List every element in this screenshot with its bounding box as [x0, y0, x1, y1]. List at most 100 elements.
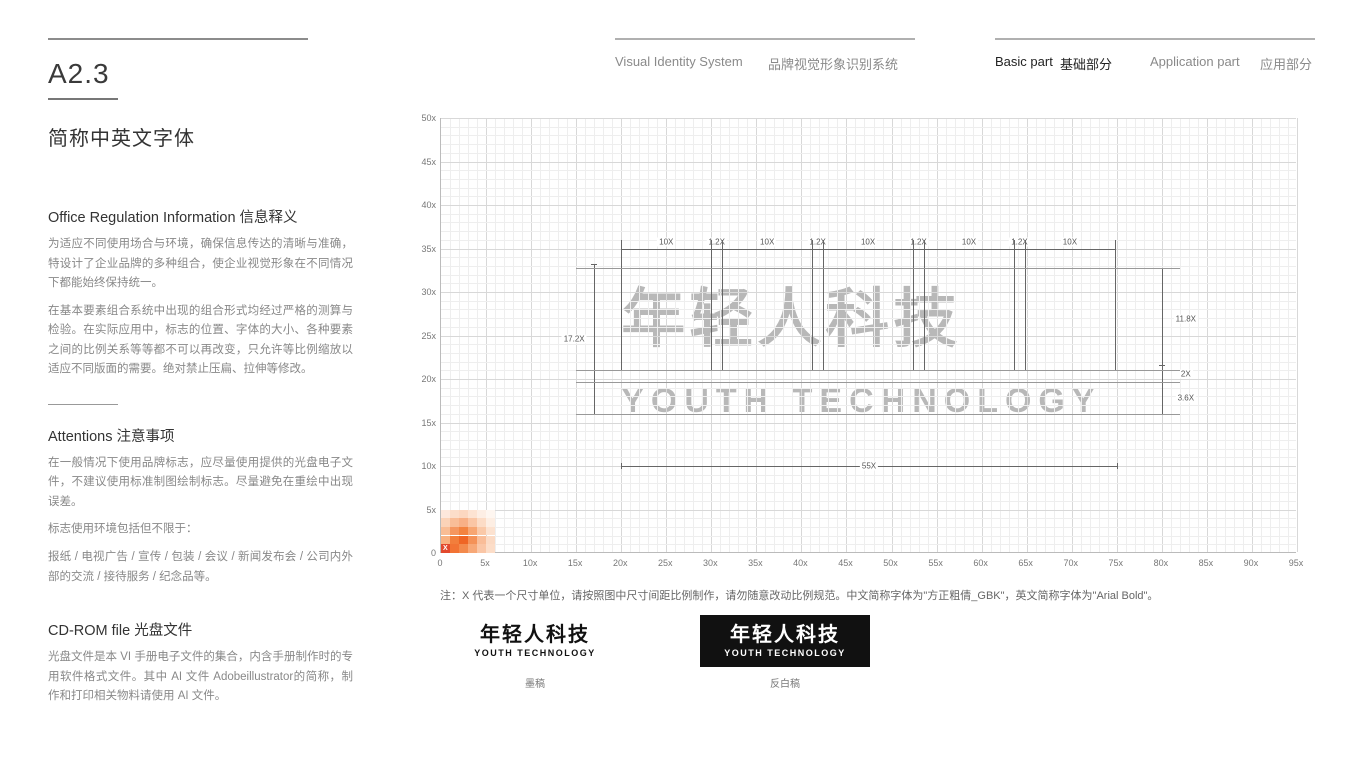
y-tick: 50x [406, 113, 436, 123]
spec-chart: 年轻人科技 YOUTH TECHNOLOGY X10X1.2X10X1.2X10… [398, 118, 1314, 573]
heat-cell [459, 544, 468, 553]
spec-label: 1.2X [908, 237, 928, 246]
spec-label: 10X [859, 237, 877, 246]
header-basic-cn: 基础部分 [1060, 54, 1112, 73]
spec-label: 1.2X [807, 237, 827, 246]
heat-cell [477, 518, 486, 527]
heat-cell [441, 527, 450, 536]
x-tick: 35x [748, 558, 763, 568]
y-tick: 15x [406, 418, 436, 428]
heat-cell [468, 527, 477, 536]
divider [48, 404, 118, 405]
x-tick: 20x [613, 558, 628, 568]
spec-chart-area: 年轻人科技 YOUTH TECHNOLOGY X10X1.2X10X1.2X10… [398, 118, 1314, 603]
header-basic-en: Basic part [995, 54, 1053, 69]
header-vis-en: Visual Identity System [615, 54, 743, 69]
header-app-en: Application part [1150, 54, 1240, 69]
spec-label: 3.6X [1176, 394, 1196, 403]
heat-cell [468, 536, 477, 545]
section-code: A2.3 [48, 58, 110, 90]
x-tick: 60x [973, 558, 988, 568]
spec-label: 10X [657, 237, 675, 246]
section1-heading: Office Regulation Information 信息释义 [48, 206, 353, 227]
x-tick: 0 [437, 558, 442, 568]
x-tick: 30x [703, 558, 718, 568]
x-tick: 45x [838, 558, 853, 568]
x-tick: 25x [658, 558, 673, 568]
x-tick: 15x [568, 558, 583, 568]
heat-cell [459, 536, 468, 545]
x-tick: 95x [1289, 558, 1304, 568]
header-rule-left [48, 38, 308, 40]
sample-neg-caption: 反白稿 [700, 675, 870, 690]
spec-label: 1.2X [706, 237, 726, 246]
y-tick: 10x [406, 461, 436, 471]
section2-heading: Attentions 注意事项 [48, 425, 353, 446]
heat-cell [459, 527, 468, 536]
y-tick: 40x [406, 200, 436, 210]
spec-label: 17.2X [562, 334, 587, 343]
heat-cell [450, 518, 459, 527]
heat-cell [450, 544, 459, 553]
heat-cell [486, 518, 495, 527]
heat-cell [450, 510, 459, 519]
section3-p1: 光盘文件是本 VI 手册电子文件的集合，内含手册制作时的专用软件格式文件。其中 … [48, 648, 353, 707]
section2-p1: 在一般情况下使用品牌标志，应尽量使用提供的光盘电子文件，不建议使用标准制图绘制标… [48, 454, 353, 513]
heat-cell [450, 536, 459, 545]
spec-label: 10X [758, 237, 776, 246]
page: A2.3 Visual Identity System 品牌视觉形象识别系统 B… [0, 0, 1366, 768]
header-app-cn: 应用部分 [1260, 54, 1312, 73]
x-tick: 75x [1109, 558, 1124, 568]
heat-cell [486, 510, 495, 519]
sample-neg-en: YOUTH TECHNOLOGY [724, 648, 846, 658]
header-rule-mid [615, 38, 915, 40]
x-tick: 85x [1199, 558, 1214, 568]
logo-samples: 年轻人科技 YOUTH TECHNOLOGY 墨稿 年轻人科技 YOUTH TE… [450, 615, 870, 690]
heat-cell [477, 510, 486, 519]
heat-cell [486, 536, 495, 545]
sample-pos-en: YOUTH TECHNOLOGY [474, 648, 596, 658]
section2-p3: 报纸 / 电视广告 / 宣传 / 包装 / 会议 / 新闻发布会 / 公司内外部… [48, 548, 353, 587]
heat-cell [477, 536, 486, 545]
y-tick: 30x [406, 287, 436, 297]
x-tick: 65x [1018, 558, 1033, 568]
heat-cell [477, 527, 486, 536]
y-tick: 35x [406, 244, 436, 254]
y-tick: 45x [406, 157, 436, 167]
spec-label: 10X [960, 237, 978, 246]
x-tick: 90x [1244, 558, 1259, 568]
spec-label: 55X [860, 462, 878, 471]
section-code-underline [48, 98, 118, 100]
spec-label: 11.8X [1174, 314, 1198, 323]
heat-cell [486, 544, 495, 553]
y-tick: 0 [406, 548, 436, 558]
x-tick: 70x [1063, 558, 1078, 568]
left-column: 简称中英文字体 Office Regulation Information 信息… [48, 122, 353, 715]
y-tick: 5x [406, 505, 436, 515]
heat-cell [477, 544, 486, 553]
spec-label: 1.2X [1009, 237, 1029, 246]
heat-cell [468, 510, 477, 519]
header-vis-cn: 品牌视觉形象识别系统 [768, 54, 898, 73]
sample-pos-cn: 年轻人科技 [480, 624, 590, 646]
heat-cell [486, 527, 495, 536]
section1-p1: 为适应不同使用场合与环境，确保信息传达的清晰与准确，特设计了企业品牌的多种组合，… [48, 235, 353, 294]
x-tick: 80x [1154, 558, 1169, 568]
heat-cell [459, 518, 468, 527]
y-tick: 20x [406, 374, 436, 384]
section1-p2: 在基本要素组合系统中出现的组合形式均经过严格的测算与检验。在实际应用中，标志的位… [48, 302, 353, 380]
heat-cell [450, 527, 459, 536]
header-rule-right [995, 38, 1315, 40]
logo-sample-negative: 年轻人科技 YOUTH TECHNOLOGY 反白稿 [700, 615, 870, 690]
plot-area: 年轻人科技 YOUTH TECHNOLOGY X10X1.2X10X1.2X10… [440, 118, 1296, 553]
page-title: 简称中英文字体 [48, 122, 353, 151]
sample-pos-caption: 墨稿 [450, 675, 620, 690]
chart-note: 注：X 代表一个尺寸单位，请按照图中尺寸间距比例制作，请勿随意改动比例规范。中文… [440, 587, 1314, 603]
heat-cell [459, 510, 468, 519]
section2-p2: 标志使用环境包括但不限于： [48, 520, 353, 540]
spec-label: 10X [1061, 237, 1079, 246]
heat-cell [468, 544, 477, 553]
spec-label: 2X [1179, 369, 1193, 378]
x-tick: 55x [928, 558, 943, 568]
heat-cell [468, 518, 477, 527]
